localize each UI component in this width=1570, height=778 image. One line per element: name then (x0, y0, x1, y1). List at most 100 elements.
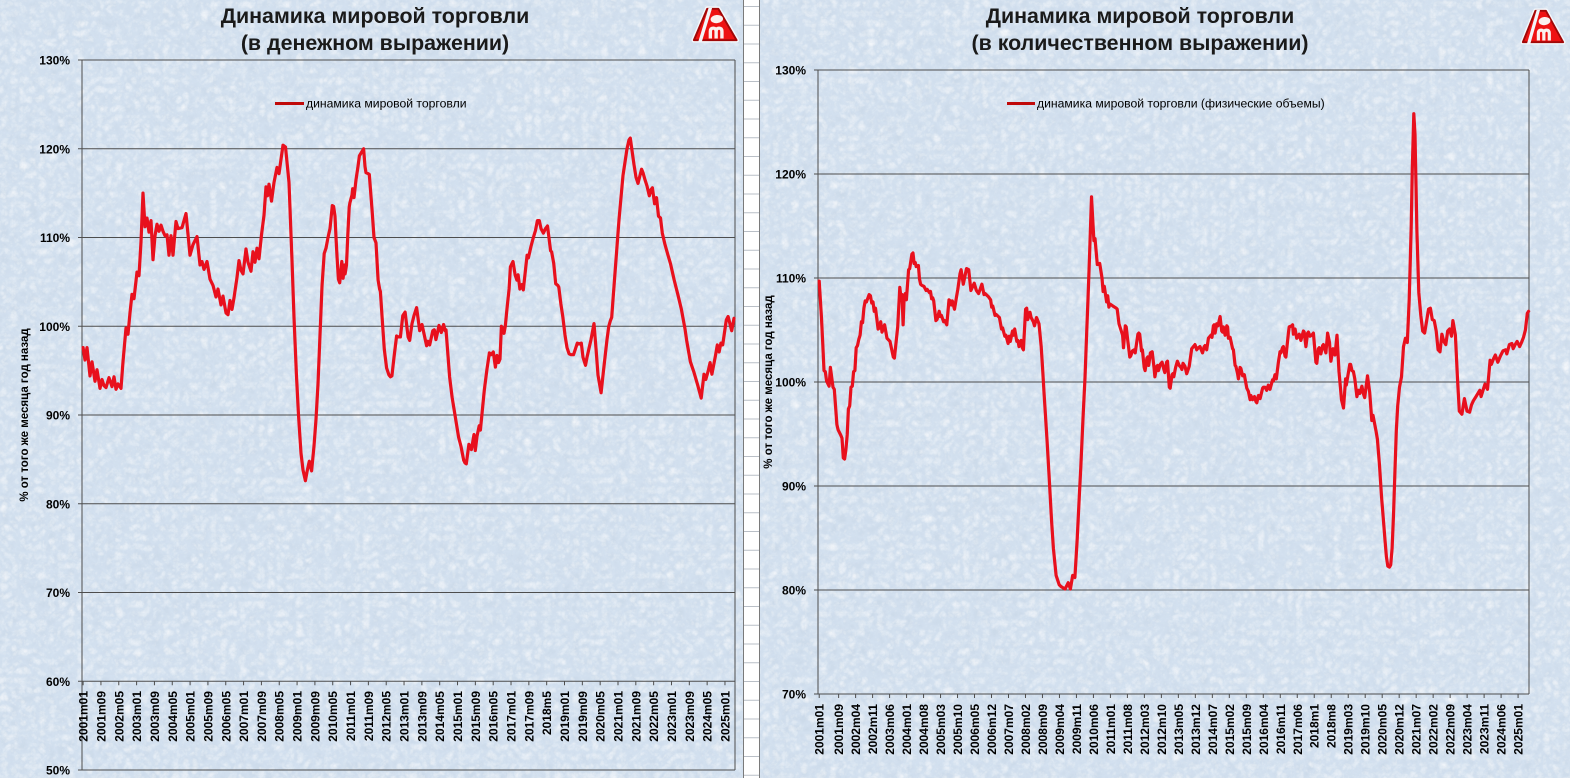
svg-text:2009m04: 2009m04 (1053, 704, 1067, 755)
svg-text:2020m12: 2020m12 (1393, 704, 1407, 755)
svg-text:2019m03: 2019m03 (1342, 704, 1356, 755)
svg-text:2014m07: 2014m07 (1206, 704, 1220, 755)
svg-text:2013m12: 2013m12 (1189, 704, 1203, 755)
svg-text:2019m10: 2019m10 (1359, 704, 1373, 755)
svg-text:50%: 50% (46, 764, 70, 778)
svg-text:(в количественном выражении): (в количественном выражении) (972, 31, 1309, 55)
svg-text:2021m07: 2021m07 (1410, 704, 1424, 755)
svg-text:2001m01: 2001m01 (813, 704, 827, 755)
svg-text:80%: 80% (46, 497, 70, 511)
svg-text:70%: 70% (46, 586, 70, 600)
svg-text:2011m01: 2011m01 (1104, 704, 1118, 754)
svg-text:90%: 90% (782, 480, 806, 494)
svg-text:2006m05: 2006m05 (219, 691, 233, 742)
svg-text:2010m06: 2010m06 (1087, 704, 1101, 755)
svg-text:2021m01: 2021m01 (611, 691, 625, 742)
svg-text:2011m09: 2011m09 (362, 691, 376, 741)
svg-text:2018m1: 2018m1 (1308, 704, 1322, 748)
svg-text:2022m09: 2022m09 (1444, 704, 1458, 755)
svg-text:2015m02: 2015m02 (1223, 704, 1237, 755)
svg-text:2019m01: 2019m01 (558, 691, 572, 742)
svg-text:70%: 70% (782, 688, 806, 702)
svg-text:2006m05: 2006m05 (968, 704, 982, 755)
svg-text:2021m09: 2021m09 (629, 691, 643, 742)
svg-text:2023m04: 2023m04 (1461, 704, 1475, 755)
svg-text:2024m06: 2024m06 (1495, 704, 1509, 755)
svg-text:2016m04: 2016m04 (1257, 704, 1271, 755)
svg-text:2024m05: 2024m05 (701, 691, 715, 742)
svg-text:2003m09: 2003m09 (148, 691, 162, 742)
svg-text:2002m11: 2002m11 (866, 704, 880, 754)
svg-text:120%: 120% (39, 142, 70, 156)
svg-text:Динамика мировой торговли: Динамика мировой торговли (221, 4, 529, 28)
svg-text:2012m10: 2012m10 (1155, 704, 1169, 755)
svg-text:120%: 120% (775, 168, 806, 182)
svg-text:2023m09: 2023m09 (683, 691, 697, 742)
svg-text:2013m05: 2013m05 (1172, 704, 1186, 755)
svg-text:2003m01: 2003m01 (130, 691, 144, 742)
svg-text:% от того же месяца год назад: % от того же месяца год назад (19, 328, 31, 502)
svg-text:2013m09: 2013m09 (415, 691, 429, 742)
svg-text:динамика мировой торговли (физ: динамика мировой торговли (физические об… (1037, 97, 1325, 111)
svg-text:2018m5: 2018m5 (540, 691, 554, 735)
svg-text:2002m04: 2002m04 (849, 704, 863, 755)
svg-text:% от того же месяца год назад: % от того же месяца год назад (763, 295, 775, 469)
svg-text:2023m11: 2023m11 (1478, 704, 1492, 754)
svg-text:2005m10: 2005m10 (951, 704, 965, 755)
svg-text:2003m06: 2003m06 (883, 704, 897, 755)
svg-text:(в денежном выражении): (в денежном выражении) (241, 31, 509, 55)
svg-text:Динамика мировой торговли: Динамика мировой торговли (986, 4, 1294, 28)
svg-text:110%: 110% (40, 231, 70, 245)
svg-text:2007m07: 2007m07 (1002, 704, 1016, 755)
svg-text:60%: 60% (46, 675, 70, 689)
svg-text:2022m05: 2022m05 (647, 691, 661, 742)
svg-text:2005m09: 2005m09 (201, 691, 215, 742)
svg-text:2016m11: 2016m11 (1274, 704, 1288, 754)
svg-text:80%: 80% (782, 584, 806, 598)
svg-text:2011m08: 2011m08 (1121, 704, 1135, 754)
svg-text:2013m01: 2013m01 (398, 691, 412, 742)
svg-text:2006m12: 2006m12 (985, 704, 999, 755)
svg-text:2007m01: 2007m01 (237, 691, 251, 742)
svg-text:2015m01: 2015m01 (451, 691, 465, 742)
svg-text:2016m05: 2016m05 (487, 691, 501, 742)
svg-text:2025m01: 2025m01 (718, 691, 732, 742)
svg-text:2012m05: 2012m05 (380, 691, 394, 742)
svg-text:100%: 100% (775, 376, 806, 390)
svg-text:2001m09: 2001m09 (832, 704, 846, 755)
svg-text:2009m09: 2009m09 (308, 691, 322, 742)
svg-text:2014m05: 2014m05 (433, 691, 447, 742)
svg-text:2001m09: 2001m09 (94, 691, 108, 742)
svg-text:2005m03: 2005m03 (934, 704, 948, 755)
svg-text:2019m09: 2019m09 (576, 691, 590, 742)
svg-text:2015m09: 2015m09 (1240, 704, 1254, 755)
svg-text:2020m05: 2020m05 (594, 691, 608, 742)
svg-text:2009m11: 2009m11 (1070, 704, 1084, 754)
svg-text:90%: 90% (46, 409, 70, 423)
svg-text:2017m01: 2017m01 (505, 691, 519, 742)
svg-text:2008m05: 2008m05 (273, 691, 287, 742)
svg-text:2018m8: 2018m8 (1325, 704, 1339, 748)
svg-text:2015m09: 2015m09 (469, 691, 483, 742)
svg-text:2007m09: 2007m09 (255, 691, 269, 742)
svg-text:2004m08: 2004m08 (917, 704, 931, 755)
svg-text:2004m05: 2004m05 (166, 691, 180, 742)
svg-text:2004m01: 2004m01 (900, 704, 914, 755)
svg-text:2002m05: 2002m05 (112, 691, 126, 742)
svg-text:2011m01: 2011m01 (344, 691, 358, 741)
svg-text:110%: 110% (776, 272, 806, 286)
svg-text:2010m05: 2010m05 (326, 691, 340, 742)
svg-text:2009m01: 2009m01 (291, 691, 305, 742)
svg-text:130%: 130% (775, 64, 806, 78)
svg-text:100%: 100% (39, 320, 70, 334)
svg-text:130%: 130% (39, 54, 70, 68)
svg-text:2017m06: 2017m06 (1291, 704, 1305, 755)
svg-text:2025m01: 2025m01 (1512, 704, 1526, 755)
svg-text:динамика мировой торговли: динамика мировой торговли (306, 97, 467, 111)
svg-text:2001m01: 2001m01 (77, 691, 91, 742)
svg-text:2023m01: 2023m01 (665, 691, 679, 742)
svg-text:2008m09: 2008m09 (1036, 704, 1050, 755)
svg-text:2020m05: 2020m05 (1376, 704, 1390, 755)
svg-text:2017m09: 2017m09 (522, 691, 536, 742)
svg-text:2012m03: 2012m03 (1138, 704, 1152, 755)
